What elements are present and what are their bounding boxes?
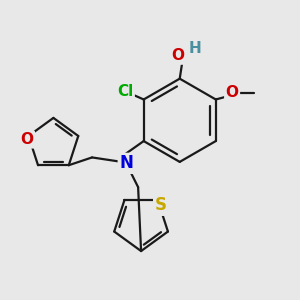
Text: N: N [119,154,133,172]
Text: Cl: Cl [117,84,134,99]
Text: O: O [226,85,238,100]
Text: S: S [155,196,167,214]
Text: O: O [172,48,185,63]
Text: O: O [20,132,34,147]
Text: H: H [188,40,201,56]
